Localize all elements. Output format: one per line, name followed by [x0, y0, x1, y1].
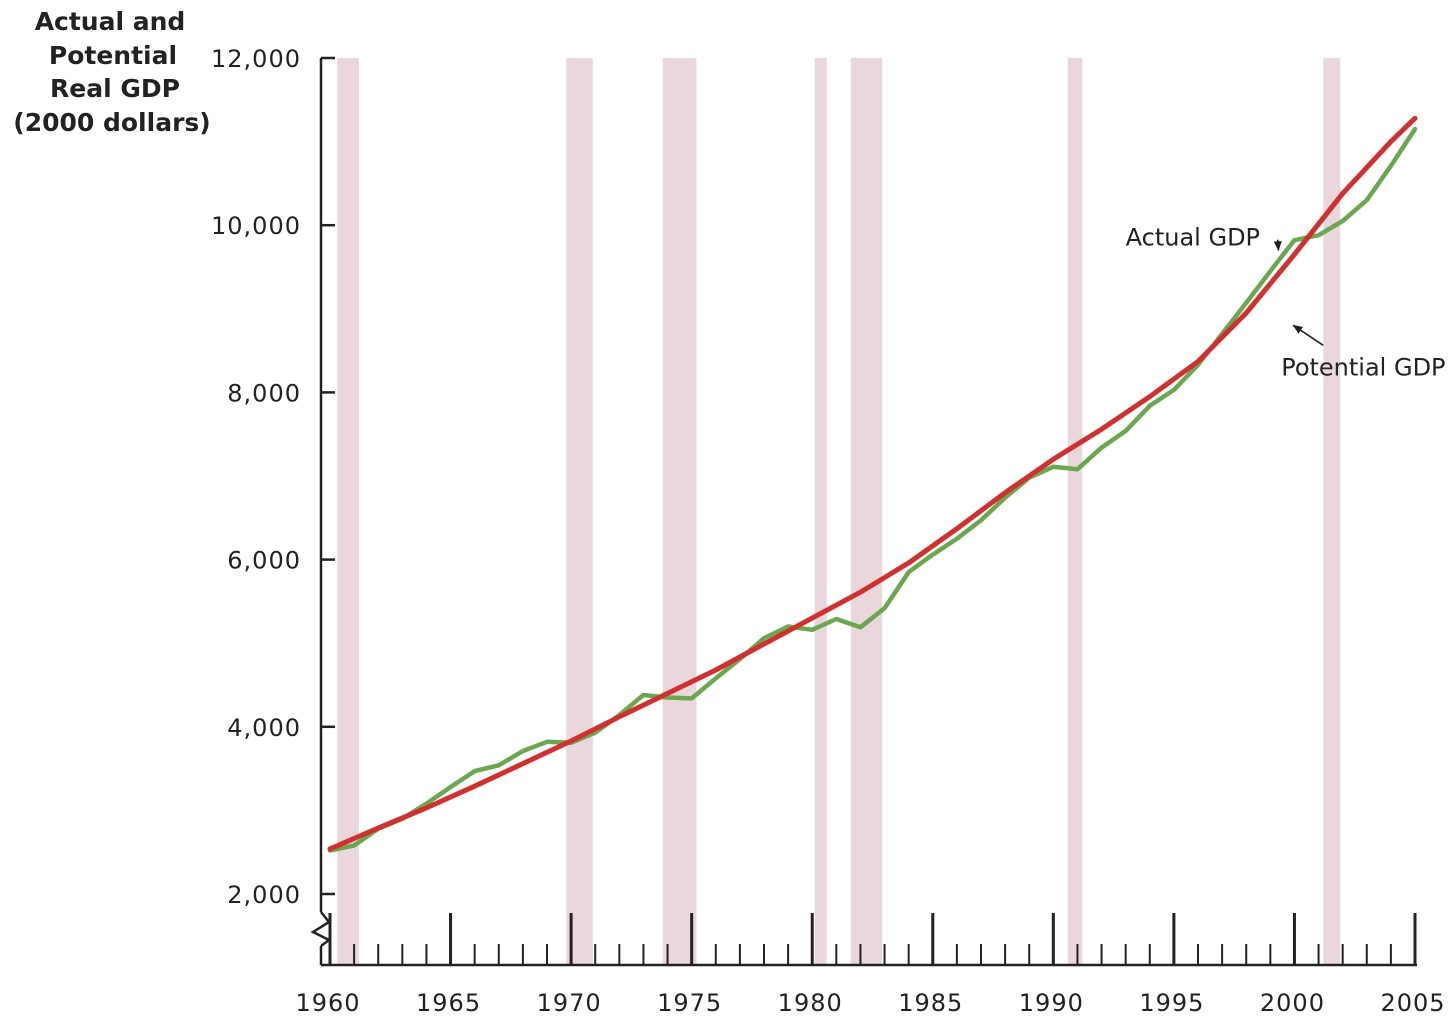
potential-gdp-annotation: Potential GDP — [1281, 353, 1445, 381]
y-tick-label-6000: 6,000 — [227, 547, 301, 575]
y-axis-label-line-2: Potential — [49, 41, 177, 70]
y-tick-label-10000: 10,000 — [211, 212, 301, 240]
recession-band-7 — [1323, 58, 1341, 965]
chart-axes: 2,000 4,000 6,000 8,000 10,000 12,000 1960 1965… — [211, 45, 1445, 1017]
y-axis-label: Actual and Potential Real GDP (2000 doll… — [13, 7, 210, 137]
series-annotations: Actual GDP Potential GDP — [1126, 224, 1446, 382]
x-tick-label-1980: 1980 — [778, 989, 843, 1017]
x-tick-label-1970: 1970 — [537, 989, 602, 1017]
recession-band-5 — [850, 58, 883, 965]
y-tick-label-8000: 8,000 — [227, 379, 301, 407]
recession-band-3 — [662, 58, 697, 965]
x-tick-label-1965: 1965 — [416, 989, 481, 1017]
actual-gdp-line — [327, 126, 1418, 853]
x-tick-label-2005: 2005 — [1380, 989, 1445, 1017]
x-tick-label-1995: 1995 — [1139, 989, 1204, 1017]
y-tick-label-4000: 4,000 — [227, 714, 301, 742]
recession-band-6 — [1067, 58, 1083, 965]
potential-gdp-arrow — [1292, 324, 1324, 346]
x-tick-label-1960: 1960 — [295, 989, 360, 1017]
x-tick-label-1985: 1985 — [898, 989, 963, 1017]
actual-gdp-arrow — [1273, 239, 1282, 252]
y-axis-label-line-1: Actual and — [35, 7, 186, 36]
potential-gdp-line — [327, 115, 1418, 852]
y-axis-label-line-4: (2000 dollars) — [13, 108, 210, 137]
recession-band-1 — [337, 58, 359, 965]
y-axis-label-line-3: Real GDP — [50, 74, 180, 103]
x-tick-label-2000: 2000 — [1260, 989, 1325, 1017]
recession-band-2 — [566, 58, 593, 965]
series-lines — [327, 115, 1418, 853]
y-tick-label-2000: 2,000 — [227, 881, 301, 909]
actual-gdp-annotation: Actual GDP — [1126, 224, 1260, 252]
x-tick-label-1975: 1975 — [657, 989, 722, 1017]
x-tick-label-1990: 1990 — [1019, 989, 1084, 1017]
y-tick-label-12000: 12,000 — [211, 45, 301, 73]
recession-bands — [337, 58, 1341, 965]
recession-band-4 — [814, 58, 827, 965]
y-axis-break — [310, 911, 332, 947]
